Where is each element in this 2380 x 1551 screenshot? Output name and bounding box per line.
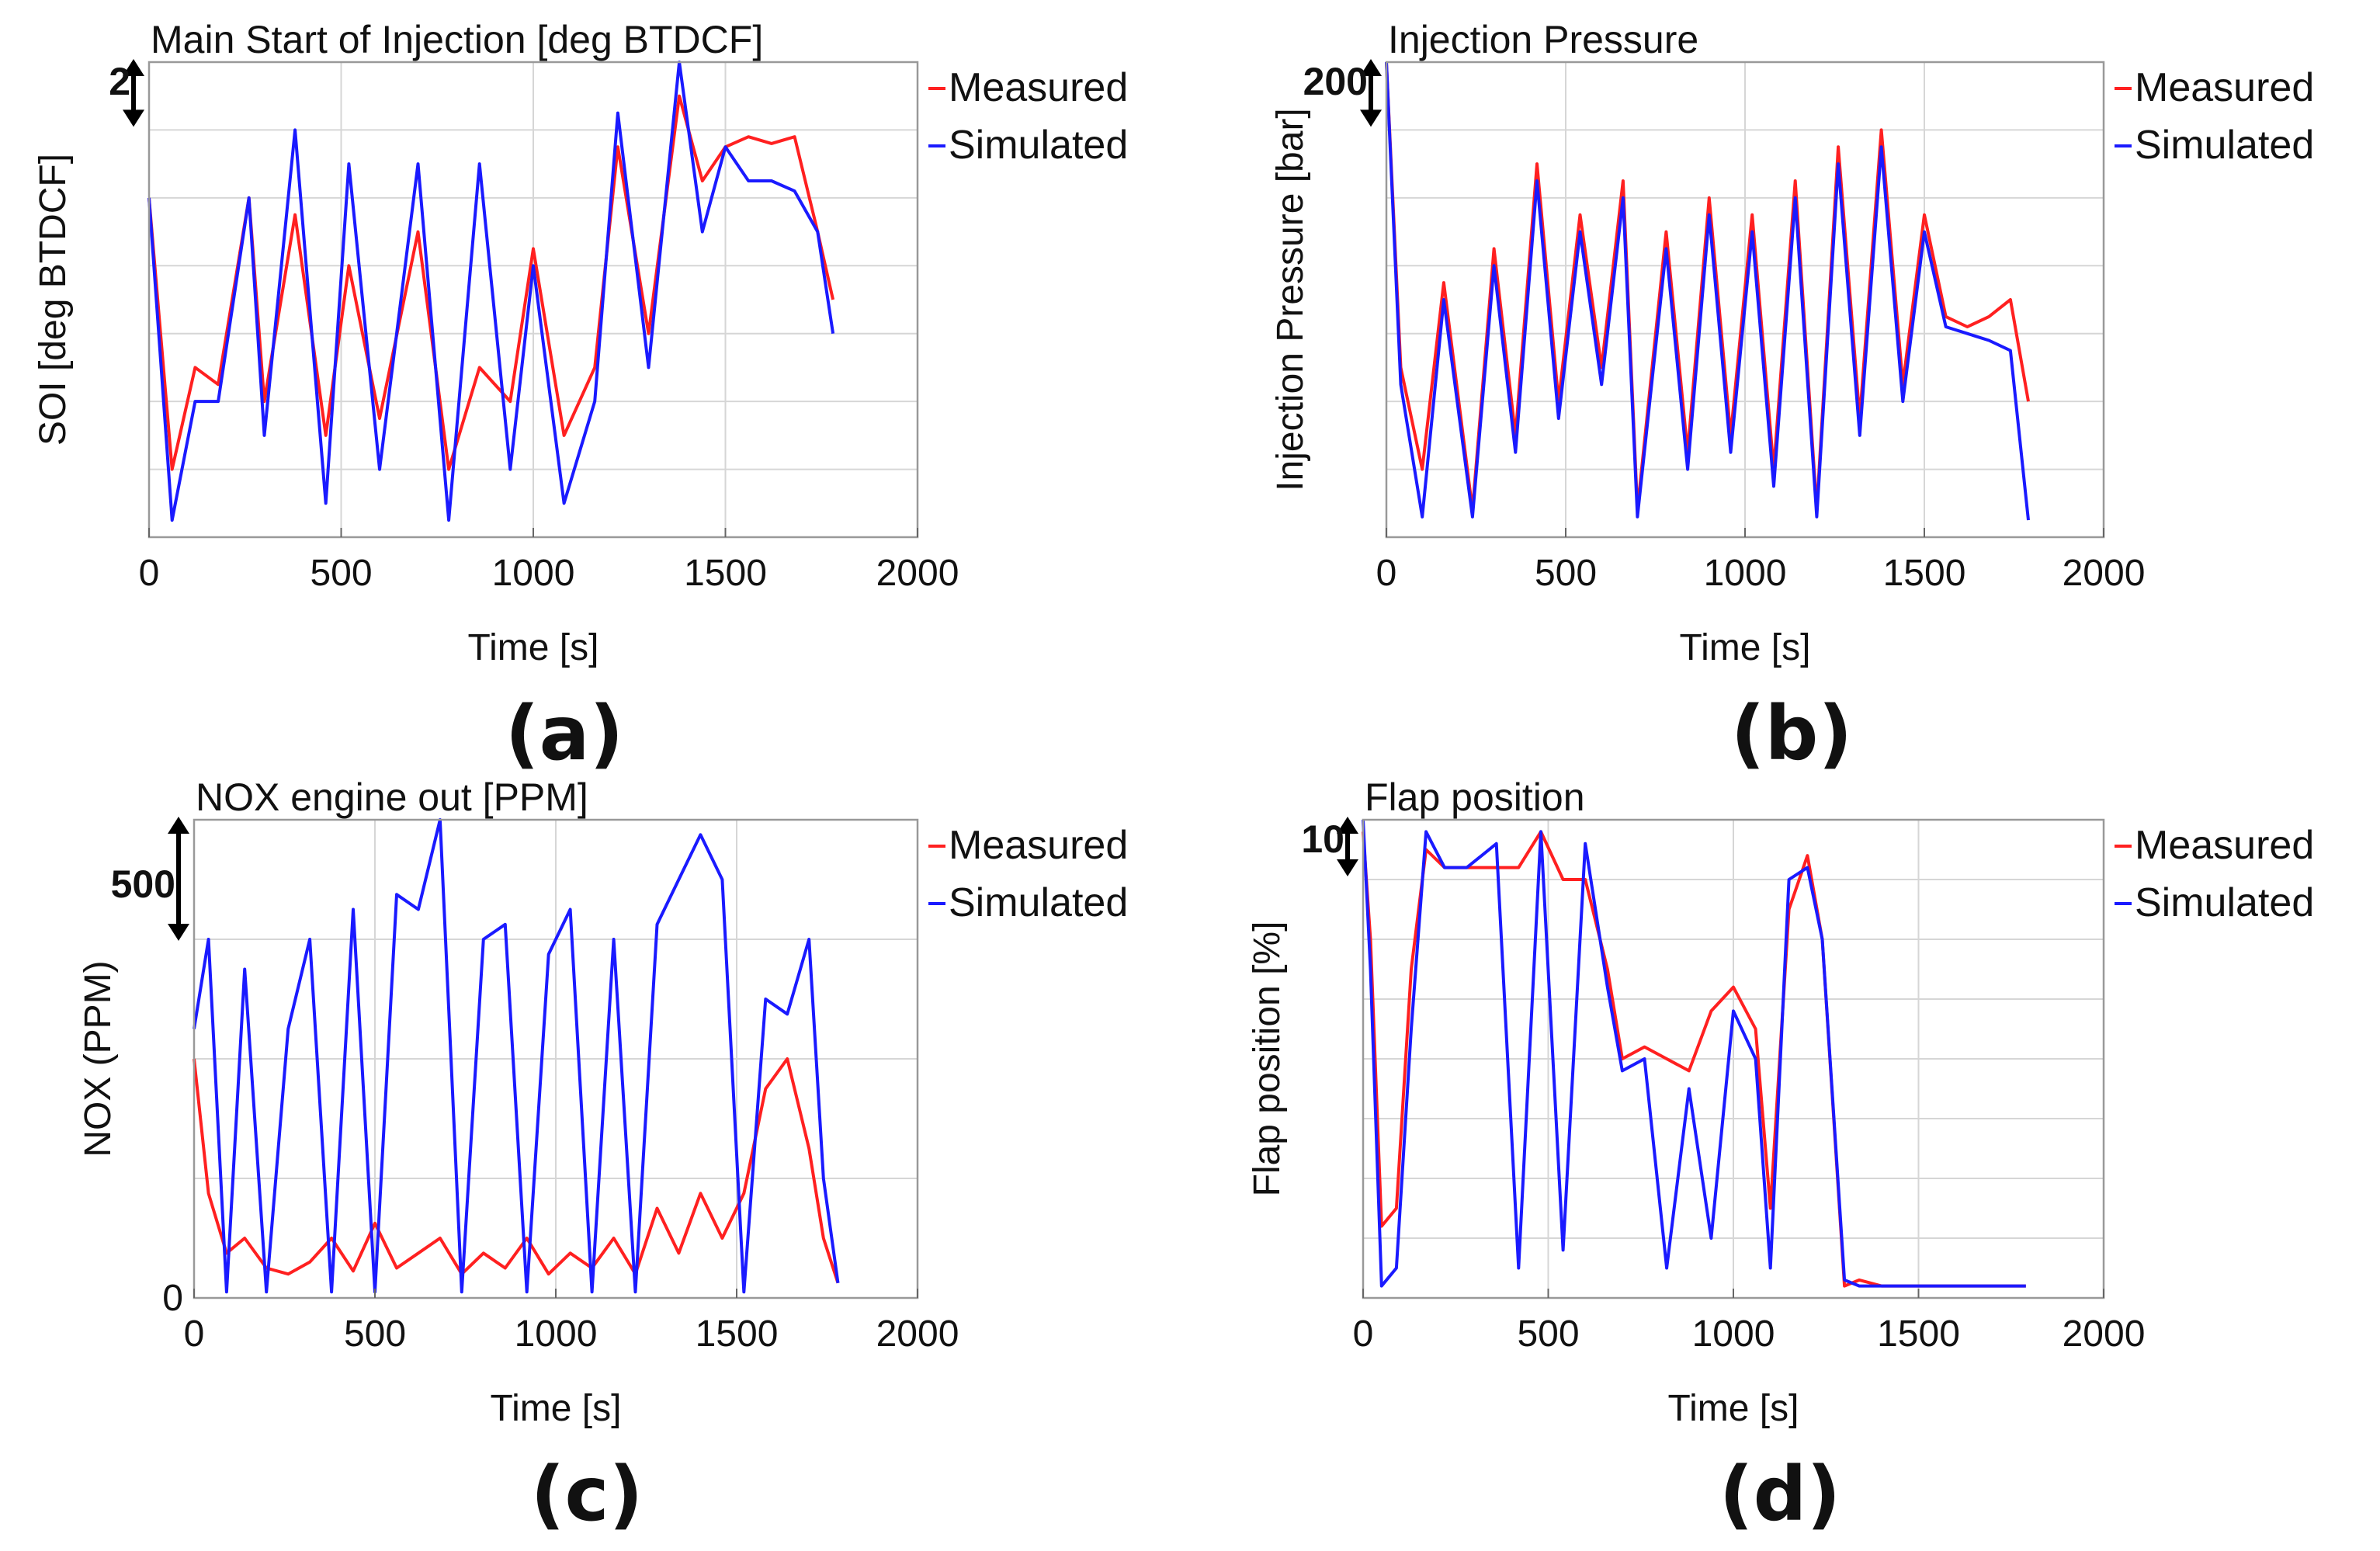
y-axis-label: SOI [deg BTDCF]: [33, 154, 74, 446]
x-tick-label: 0: [1376, 553, 1397, 594]
scale-arrowhead-up: [168, 817, 189, 834]
x-axis-label: Time [s]: [1680, 627, 1811, 668]
x-tick-label: 1000: [492, 553, 575, 594]
y-axis-label: NOX (PPM): [78, 960, 119, 1157]
legend-label-measured: Measured: [2135, 65, 2314, 110]
x-tick-label: 1000: [515, 1313, 598, 1355]
scale-arrowhead-down: [1337, 859, 1358, 876]
legend-label-measured: Measured: [2135, 823, 2314, 868]
scale-marker-value: 2: [109, 60, 130, 103]
chart-panel-3: 0 500 1000 1500 2000 0 NOX engine out [PPM] Tim…: [78, 776, 1128, 1538]
scale-marker-value: 500: [111, 862, 175, 906]
x-tick-label: 2000: [2063, 1313, 2146, 1355]
chart-panel-4: 0 500 1000 1500 2000 Flap position Time [s] Fla…: [1247, 776, 2314, 1538]
panel-label: (b): [1731, 690, 1852, 777]
x-axis-label: Time [s]: [491, 1388, 622, 1429]
x-tick-label: 1000: [1704, 553, 1787, 594]
y-axis-label: Flap position [%]: [1247, 921, 1288, 1197]
scale-arrowhead-up: [123, 59, 144, 76]
series-line-simulated: [1385, 61, 2030, 521]
x-tick-label: 2000: [2063, 553, 2146, 594]
scale-arrowhead-down: [168, 924, 189, 941]
legend-label-measured: Measured: [949, 823, 1128, 868]
x-tick-label: 0: [1353, 1313, 1374, 1355]
x-axis-label: Time [s]: [1668, 1388, 1799, 1429]
legend-label-measured: Measured: [949, 65, 1128, 110]
x-tick-label: 0: [184, 1313, 205, 1355]
scale-marker-value: 200: [1303, 60, 1368, 103]
x-tick-label: 500: [1517, 1313, 1579, 1355]
legend-label-simulated: Simulated: [2135, 880, 2314, 925]
x-tick-label: 1500: [1877, 1313, 1960, 1355]
chart-panel-1: 0 500 1000 1500 2000 Main Start of Injection …: [33, 18, 1128, 777]
panel-label: (d): [1719, 1451, 1841, 1538]
chart-title: Injection Pressure: [1388, 18, 1698, 61]
series-line-measured: [1385, 61, 2030, 512]
x-tick-label: 500: [344, 1313, 406, 1355]
x-tick-label: 2000: [876, 553, 959, 594]
series-line-simulated: [1362, 819, 2026, 1288]
series-line-measured: [1362, 830, 2026, 1288]
chart-title: NOX engine out [PPM]: [196, 776, 588, 819]
scale-marker-value: 10: [1301, 817, 1344, 861]
y-tick-label: 0: [162, 1278, 183, 1319]
panel-label: (c): [531, 1451, 644, 1538]
x-tick-label: 1000: [1692, 1313, 1775, 1355]
chart-panel-2: 0 500 1000 1500 2000 Injection Pressure Time […: [1270, 18, 2314, 777]
scale-arrowhead-down: [1360, 109, 1382, 127]
x-tick-label: 1500: [684, 553, 767, 594]
chart-title: Flap position: [1365, 776, 1585, 819]
x-tick-label: 0: [139, 553, 160, 594]
x-tick-label: 1500: [696, 1313, 779, 1355]
panel-label: (a): [505, 690, 624, 777]
legend-label-simulated: Simulated: [2135, 123, 2314, 168]
x-axis-label: Time [s]: [468, 627, 599, 668]
x-tick-label: 2000: [876, 1313, 959, 1355]
x-tick-label: 500: [1535, 553, 1597, 594]
scale-arrowhead-up: [1360, 59, 1382, 76]
series-line-simulated: [147, 61, 835, 522]
y-axis-label: Injection Pressure [bar]: [1270, 108, 1311, 491]
scale-arrowhead-down: [123, 109, 144, 127]
series-line-simulated: [193, 818, 840, 1294]
x-tick-label: 500: [310, 553, 372, 594]
legend-label-simulated: Simulated: [949, 123, 1128, 168]
x-tick-label: 1500: [1883, 553, 1966, 594]
chart-title: Main Start of Injection [deg BTDCF]: [151, 18, 763, 61]
legend-label-simulated: Simulated: [949, 880, 1128, 925]
scale-arrowhead-up: [1337, 817, 1358, 834]
